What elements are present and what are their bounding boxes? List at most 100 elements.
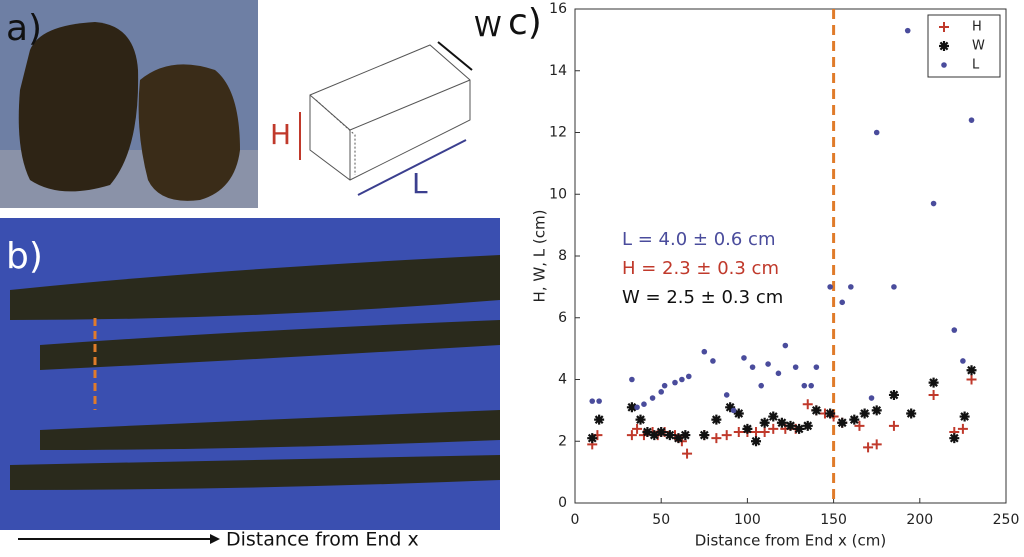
point (957, 423, 968, 434)
point (960, 358, 966, 364)
point (782, 342, 789, 349)
point (968, 117, 975, 123)
photo-caption: Distance from End x (226, 529, 419, 551)
y-axis-label: H, W, L (cm) (531, 210, 549, 303)
point (959, 411, 970, 422)
x-axis-label: Distance from End x (cm) (695, 532, 887, 550)
point (776, 417, 787, 428)
point (827, 284, 833, 290)
point (679, 376, 685, 383)
point (930, 200, 937, 207)
diagram-label: L (412, 167, 428, 200)
point (649, 395, 656, 401)
diagram-label: H (270, 118, 291, 151)
point (928, 377, 939, 388)
point (848, 284, 854, 290)
point (966, 365, 977, 376)
point (672, 379, 678, 386)
point (904, 27, 911, 34)
point (949, 433, 960, 444)
point (849, 414, 860, 425)
point (658, 389, 664, 395)
point (596, 398, 602, 404)
point (906, 408, 917, 419)
y-tick-label: 4 (558, 372, 567, 388)
legend-marker (939, 22, 949, 32)
annotation: H = 2.3 ± 0.3 cm (622, 258, 779, 279)
y-tick-label: 2 (558, 433, 567, 449)
x-tick-label: 150 (820, 512, 847, 528)
point (966, 374, 977, 385)
point (733, 426, 744, 437)
photo-b (0, 218, 500, 530)
legend-label: L (972, 58, 980, 73)
point (868, 395, 875, 401)
diagram (309, 44, 471, 181)
legend (927, 14, 1001, 78)
point (711, 433, 722, 444)
point (768, 423, 779, 434)
point (723, 392, 730, 398)
point (587, 433, 598, 444)
plot-area (574, 8, 1007, 504)
legend-label: W (972, 39, 985, 54)
point (775, 370, 782, 377)
point (685, 373, 692, 380)
point (859, 408, 870, 419)
point (871, 405, 882, 416)
point (928, 389, 939, 400)
point (741, 355, 747, 361)
point (699, 430, 710, 441)
point (710, 358, 716, 364)
point (785, 420, 796, 431)
y-tick-label: 14 (549, 63, 567, 79)
annotation: W = 2.5 ± 0.3 cm (622, 287, 783, 308)
point (768, 411, 779, 422)
point (626, 430, 637, 441)
point (792, 364, 799, 370)
legend-marker (941, 62, 947, 68)
y-tick-label: 12 (549, 125, 567, 141)
point (733, 408, 744, 419)
point (626, 402, 637, 413)
y-tick-label: 16 (549, 1, 567, 17)
point (854, 420, 865, 431)
point (751, 426, 762, 437)
y-tick-label: 6 (558, 310, 567, 326)
point (813, 364, 820, 370)
point (634, 404, 640, 411)
x-tick-label: 0 (571, 512, 580, 528)
point (649, 430, 660, 441)
point (682, 448, 693, 459)
point (888, 420, 899, 431)
point (656, 426, 667, 437)
point (725, 402, 736, 413)
y-tick-label: 0 (558, 495, 567, 511)
diagram-label: W (474, 10, 502, 43)
panel-label: b) (6, 236, 43, 277)
point (873, 129, 880, 136)
point (759, 417, 770, 428)
point (629, 376, 635, 383)
point (759, 426, 770, 437)
point (758, 382, 764, 389)
x-tick-label: 50 (652, 512, 670, 528)
point (751, 436, 762, 447)
point (642, 426, 653, 437)
point (632, 423, 643, 434)
point (589, 398, 596, 404)
point (661, 382, 668, 389)
point (641, 401, 647, 408)
point (808, 382, 814, 389)
point (794, 423, 805, 434)
point (594, 414, 605, 425)
photo-a (0, 0, 258, 208)
point (871, 439, 882, 450)
point (839, 299, 846, 306)
point (635, 414, 646, 425)
x-tick-label: 100 (734, 512, 761, 528)
point (802, 420, 813, 431)
point (891, 284, 897, 290)
point (811, 405, 822, 416)
